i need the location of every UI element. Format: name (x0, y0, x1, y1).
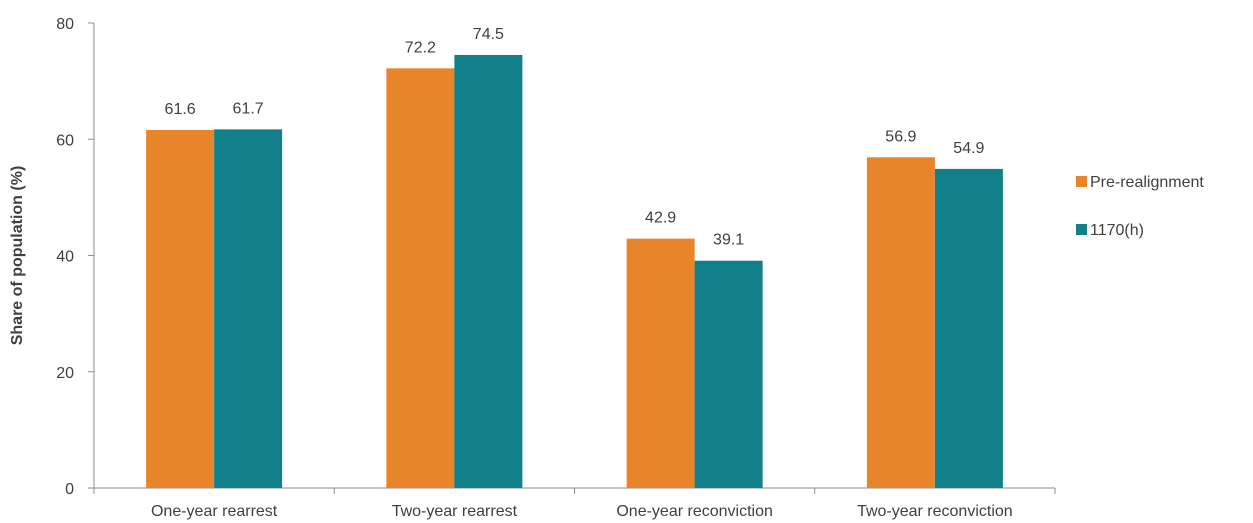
x-axis: One-year rearrest Two-year rearrest One-ye… (93, 487, 1056, 520)
legend: Pre-realignment 1170(h) (1076, 174, 1204, 239)
data-label: 74.5 (473, 26, 504, 43)
data-label: 39.1 (713, 232, 744, 249)
y-tick-label: 0 (65, 481, 74, 498)
bar (386, 68, 455, 489)
bar (214, 129, 283, 488)
data-label: 72.2 (405, 39, 436, 56)
data-label: 54.9 (953, 140, 984, 157)
bar (626, 238, 695, 488)
legend-label: Pre-realignment (1090, 174, 1204, 191)
data-label: 56.9 (885, 128, 916, 145)
legend-swatch (1076, 224, 1087, 235)
data-label: 61.7 (233, 100, 264, 117)
y-tick-label: 80 (56, 16, 74, 33)
y-tick-label: 40 (56, 249, 74, 266)
x-tick-label: Two-year reconviction (857, 503, 1013, 520)
x-tick-label: One-year reconviction (616, 503, 773, 520)
bar (454, 54, 523, 488)
legend-swatch (1076, 176, 1087, 187)
y-axis: 0 20 40 60 80 (56, 16, 95, 498)
y-tick-label: 20 (56, 365, 74, 382)
bars (146, 54, 1003, 489)
data-label: 42.9 (645, 210, 676, 227)
bar (694, 260, 763, 488)
x-tick-label: One-year rearrest (151, 503, 278, 520)
bar (934, 168, 1003, 489)
bar (146, 129, 215, 488)
legend-label: 1170(h) (1090, 222, 1144, 239)
y-axis-title: Share of population (%) (9, 166, 26, 346)
data-label: 61.6 (165, 101, 196, 118)
data-labels: 61.6 61.7 72.2 74.5 42.9 39.1 56.9 54.9 (165, 26, 985, 249)
y-tick-label: 60 (56, 132, 74, 149)
bar (866, 157, 935, 489)
x-tick-label: Two-year rearrest (392, 503, 518, 520)
